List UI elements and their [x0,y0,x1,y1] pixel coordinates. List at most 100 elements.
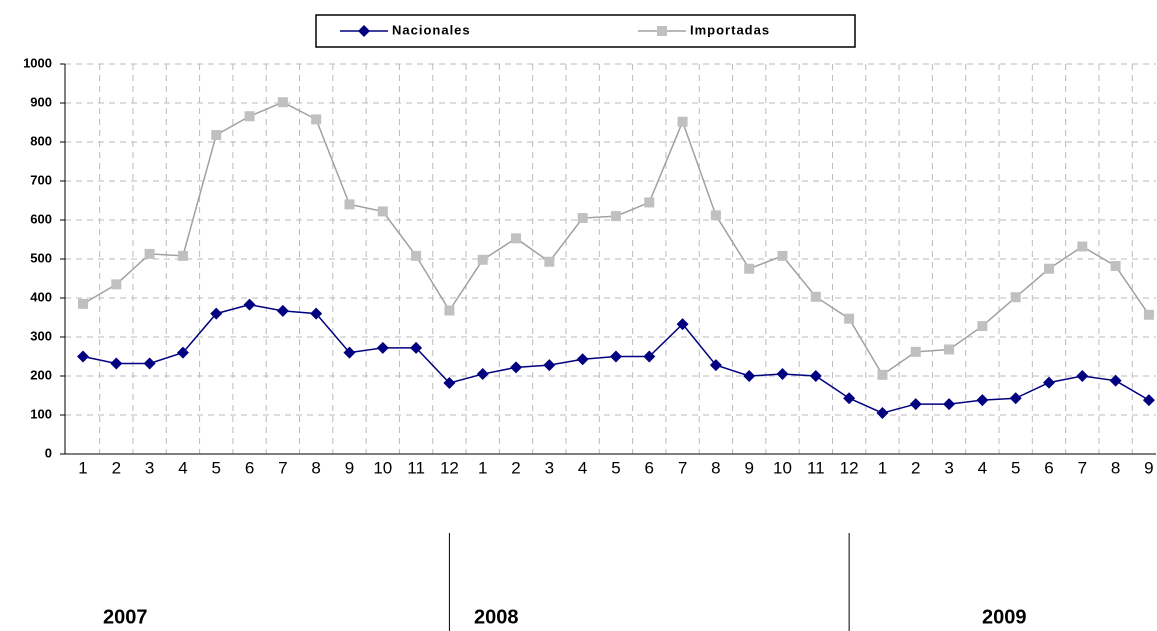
point [610,211,621,222]
x-tick-label: 3 [545,458,554,477]
x-tick-label: 1 [78,458,87,477]
year-label: 2008 [474,606,519,628]
point [411,250,422,261]
x-tick-label: 6 [645,458,654,477]
point [344,199,355,210]
y-tick-label: 800 [30,133,52,148]
point [211,129,222,140]
point [677,116,688,127]
point [776,368,789,381]
point [477,254,488,265]
x-tick-label: 5 [212,458,221,477]
point [609,350,622,363]
y-tick-label: 1000 [23,55,52,70]
y-tick-label: 0 [45,445,52,460]
point [1077,241,1088,252]
legend-label: Nacionales [392,22,471,37]
y-tick-label: 100 [30,406,52,421]
x-tick-label: 4 [578,458,587,477]
x-tick-label: 9 [1144,458,1153,477]
x-tick-label: 4 [178,458,187,477]
point [1109,374,1122,387]
point [78,298,88,309]
x-tick-label: 2 [911,458,920,477]
x-tick-label: 3 [944,458,953,477]
point [110,357,123,370]
x-tick-label: 7 [1078,458,1087,477]
point [176,346,189,359]
point [1042,376,1055,389]
point [777,250,788,261]
point [944,344,955,355]
y-tick-label: 700 [30,172,52,187]
point [111,279,122,290]
point [977,321,988,332]
x-tick-label: 6 [1044,458,1053,477]
point [1142,394,1155,407]
point [876,407,889,420]
x-tick-label: 5 [611,458,620,477]
year-label: 2009 [982,606,1027,628]
point [976,394,989,407]
point [1076,370,1089,382]
point [909,398,922,411]
point [511,233,522,244]
point [710,210,721,221]
point [844,313,855,324]
point [743,370,756,382]
x-tick-label: 11 [407,458,425,477]
y-tick-label: 900 [30,94,52,109]
year-label: 2007 [103,606,148,628]
x-tick-label: 2 [511,458,520,477]
x-tick-label: 9 [345,458,354,477]
point [809,370,822,382]
point [243,298,256,311]
x-tick-label: 8 [711,458,720,477]
x-tick-label: 9 [744,458,753,477]
legend-box [315,14,856,48]
point [943,398,956,411]
x-tick-label: 10 [773,458,792,477]
x-tick-label: 7 [278,458,287,477]
x-tick-label: 11 [807,458,825,477]
point [576,353,589,366]
point [376,341,389,354]
point [343,346,356,359]
point [444,305,455,316]
point [676,318,689,331]
x-tick-label: 6 [245,458,254,477]
legend-marker [657,26,667,36]
point [410,341,423,354]
legend-label: Importadas [690,22,770,37]
point [77,350,89,363]
point [310,307,323,320]
point [1143,309,1154,320]
x-tick-label: 10 [373,458,392,477]
point [1010,292,1021,303]
point [143,357,156,370]
point [643,350,656,363]
x-tick-label: 12 [840,458,859,477]
point [276,304,289,317]
point [1043,263,1054,274]
point [1009,392,1022,405]
x-tick-label: 8 [1111,458,1120,477]
point [244,111,255,122]
point [177,250,188,261]
y-tick-label: 600 [30,211,52,226]
x-tick-label: 1 [478,458,487,477]
point [744,263,755,274]
point [277,97,288,108]
point [144,248,155,259]
point [810,291,821,302]
point [577,213,588,224]
y-tick-label: 200 [30,367,52,382]
series-line [82,101,1150,376]
point [644,197,655,208]
x-tick-label: 3 [145,458,154,477]
point [311,114,322,125]
x-tick-label: 1 [878,458,887,477]
point [1110,261,1121,272]
y-tick-label: 400 [30,289,52,304]
